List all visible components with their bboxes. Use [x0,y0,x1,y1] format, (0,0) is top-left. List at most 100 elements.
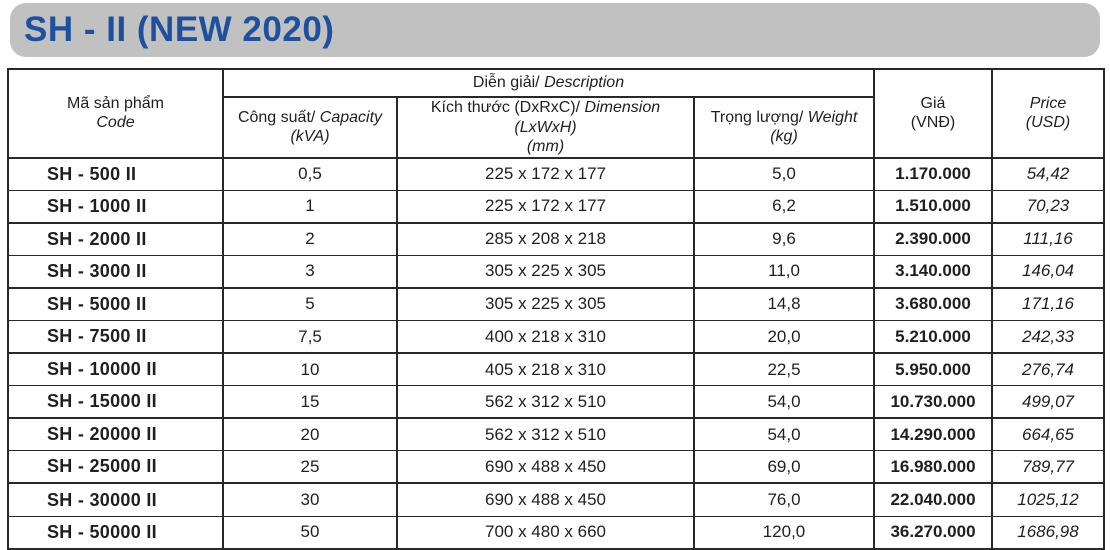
capacity-cell: 50 [222,515,398,550]
weight-cell: 5,0 [693,156,875,191]
col-header-dimension: Kích thước (DxRxC)/ Dimension (LxWxH) (m… [396,96,695,159]
col-header-price-vnd-unit: (VNĐ) [910,114,956,132]
capacity-cell: 20 [222,417,398,452]
col-header-price-vnd-label: Giá [920,94,946,112]
capacity-cell: 25 [222,450,398,485]
capacity-cell: 3 [222,254,398,289]
dimension-cell: 400 x 218 x 310 [396,320,695,355]
weight-cell: 120,0 [693,515,875,550]
weight-cell: 6,2 [693,189,875,224]
weight-cell: 11,0 [693,254,875,289]
price-vnd-cell: 3.680.000 [873,287,993,322]
capacity-cell: 10 [222,352,398,387]
price-vnd-cell: 1.510.000 [873,189,993,224]
dimension-cell: 562 x 312 x 510 [396,417,695,452]
table-row: SH - 3000 II 3 305 x 225 x 305 11,0 3.14… [7,254,1105,289]
product-code-cell: SH - 1000 II [7,189,224,224]
table-row: SH - 15000 II 15 562 x 312 x 510 54,0 10… [7,385,1105,420]
table-row: SH - 10000 II 10 405 x 218 x 310 22,5 5.… [7,352,1105,387]
page-title: SH - II (NEW 2020) [24,10,335,49]
price-vnd-cell: 36.270.000 [873,515,993,550]
col-header-code-en: Code [96,114,135,132]
col-header-dimension-unit: (mm) [526,138,565,156]
dimension-cell: 225 x 172 x 177 [396,189,695,224]
table-row: SH - 7500 II 7,5 400 x 218 x 310 20,0 5.… [7,320,1105,355]
capacity-cell: 30 [222,482,398,517]
price-vnd-cell: 3.140.000 [873,254,993,289]
product-code-cell: SH - 2000 II [7,222,224,256]
col-header-weight: Trọng lượng/ Weight (kg) [693,96,875,159]
table-header: Mã sản phẩm Code Diễn giải/ Description … [7,68,1105,159]
capacity-cell: 7,5 [222,320,398,355]
dimension-cell: 562 x 312 x 510 [396,385,695,420]
product-code-cell: SH - 3000 II [7,254,224,289]
price-vnd-cell: 10.730.000 [873,385,993,420]
table-row: SH - 1000 II 1 225 x 172 x 177 6,2 1.510… [7,189,1105,224]
col-header-price-usd-label: Price [1029,94,1067,112]
table-row: SH - 500 II 0,5 225 x 172 x 177 5,0 1.17… [7,156,1105,191]
table-row: SH - 2000 II 2 285 x 208 x 218 9,6 2.390… [7,222,1105,256]
col-header-description-en: Description [544,74,625,92]
col-header-weight-en: Weight (kg) [770,108,858,146]
dimension-cell: 690 x 488 x 450 [396,482,695,517]
dimension-cell: 285 x 208 x 218 [396,222,695,256]
weight-cell: 14,8 [693,287,875,322]
price-usd-cell: 54,42 [991,156,1105,191]
table-row: SH - 20000 II 20 562 x 312 x 510 54,0 14… [7,417,1105,452]
price-usd-cell: 276,74 [991,352,1105,387]
title-bar: SH - II (NEW 2020) [10,3,1100,57]
price-usd-cell: 499,07 [991,385,1105,420]
dimension-cell: 690 x 488 x 450 [396,450,695,485]
col-header-description-vi: Diễn giải/ [472,74,540,92]
col-header-dimension-vi: Kích thước (DxRxC)/ [430,99,581,116]
product-code-cell: SH - 10000 II [7,352,224,387]
product-code-cell: SH - 5000 II [7,287,224,322]
product-code-cell: SH - 50000 II [7,515,224,550]
col-header-price-vnd: Giá (VNĐ) [873,68,993,159]
product-code-cell: SH - 15000 II [7,385,224,420]
weight-cell: 54,0 [693,417,875,452]
col-header-capacity: Công suất/ Capacity (kVA) [222,96,398,159]
price-vnd-cell: 14.290.000 [873,417,993,452]
dimension-cell: 405 x 218 x 310 [396,352,695,387]
weight-cell: 76,0 [693,482,875,517]
dimension-cell: 305 x 225 x 305 [396,254,695,289]
col-header-price-usd-unit: (USD) [1025,114,1071,132]
col-header-dimension-en: Dimension (LxWxH) [514,99,661,136]
price-usd-cell: 70,23 [991,189,1105,224]
weight-cell: 9,6 [693,222,875,256]
capacity-cell: 1 [222,189,398,224]
capacity-cell: 0,5 [222,156,398,191]
product-code-cell: SH - 7500 II [7,320,224,355]
price-usd-cell: 789,77 [991,450,1105,485]
weight-cell: 54,0 [693,385,875,420]
price-table: Mã sản phẩm Code Diễn giải/ Description … [7,68,1105,550]
capacity-cell: 5 [222,287,398,322]
capacity-cell: 2 [222,222,398,256]
table-row: SH - 30000 II 30 690 x 488 x 450 76,0 22… [7,482,1105,517]
col-header-weight-vi: Trọng lượng/ [710,108,804,126]
price-vnd-cell: 5.210.000 [873,320,993,355]
product-code-cell: SH - 20000 II [7,417,224,452]
product-code-cell: SH - 25000 II [7,450,224,485]
table-row: SH - 5000 II 5 305 x 225 x 305 14,8 3.68… [7,287,1105,322]
capacity-cell: 15 [222,385,398,420]
weight-cell: 22,5 [693,352,875,387]
price-usd-cell: 664,65 [991,417,1105,452]
col-header-code: Mã sản phẩm Code [7,68,224,159]
table-row: SH - 50000 II 50 700 x 480 x 660 120,0 3… [7,515,1105,550]
price-usd-cell: 1025,12 [991,482,1105,517]
price-usd-cell: 242,33 [991,320,1105,355]
table-row: SH - 25000 II 25 690 x 488 x 450 69,0 16… [7,450,1105,485]
price-vnd-cell: 16.980.000 [873,450,993,485]
weight-cell: 69,0 [693,450,875,485]
price-vnd-cell: 22.040.000 [873,482,993,517]
col-header-capacity-en: Capacity [319,108,383,126]
col-header-capacity-unit: (kVA) [290,128,330,146]
price-usd-cell: 146,04 [991,254,1105,289]
price-vnd-cell: 1.170.000 [873,156,993,191]
dimension-cell: 305 x 225 x 305 [396,287,695,322]
product-code-cell: SH - 30000 II [7,482,224,517]
price-vnd-cell: 2.390.000 [873,222,993,256]
col-header-description: Diễn giải/ Description [222,68,875,98]
